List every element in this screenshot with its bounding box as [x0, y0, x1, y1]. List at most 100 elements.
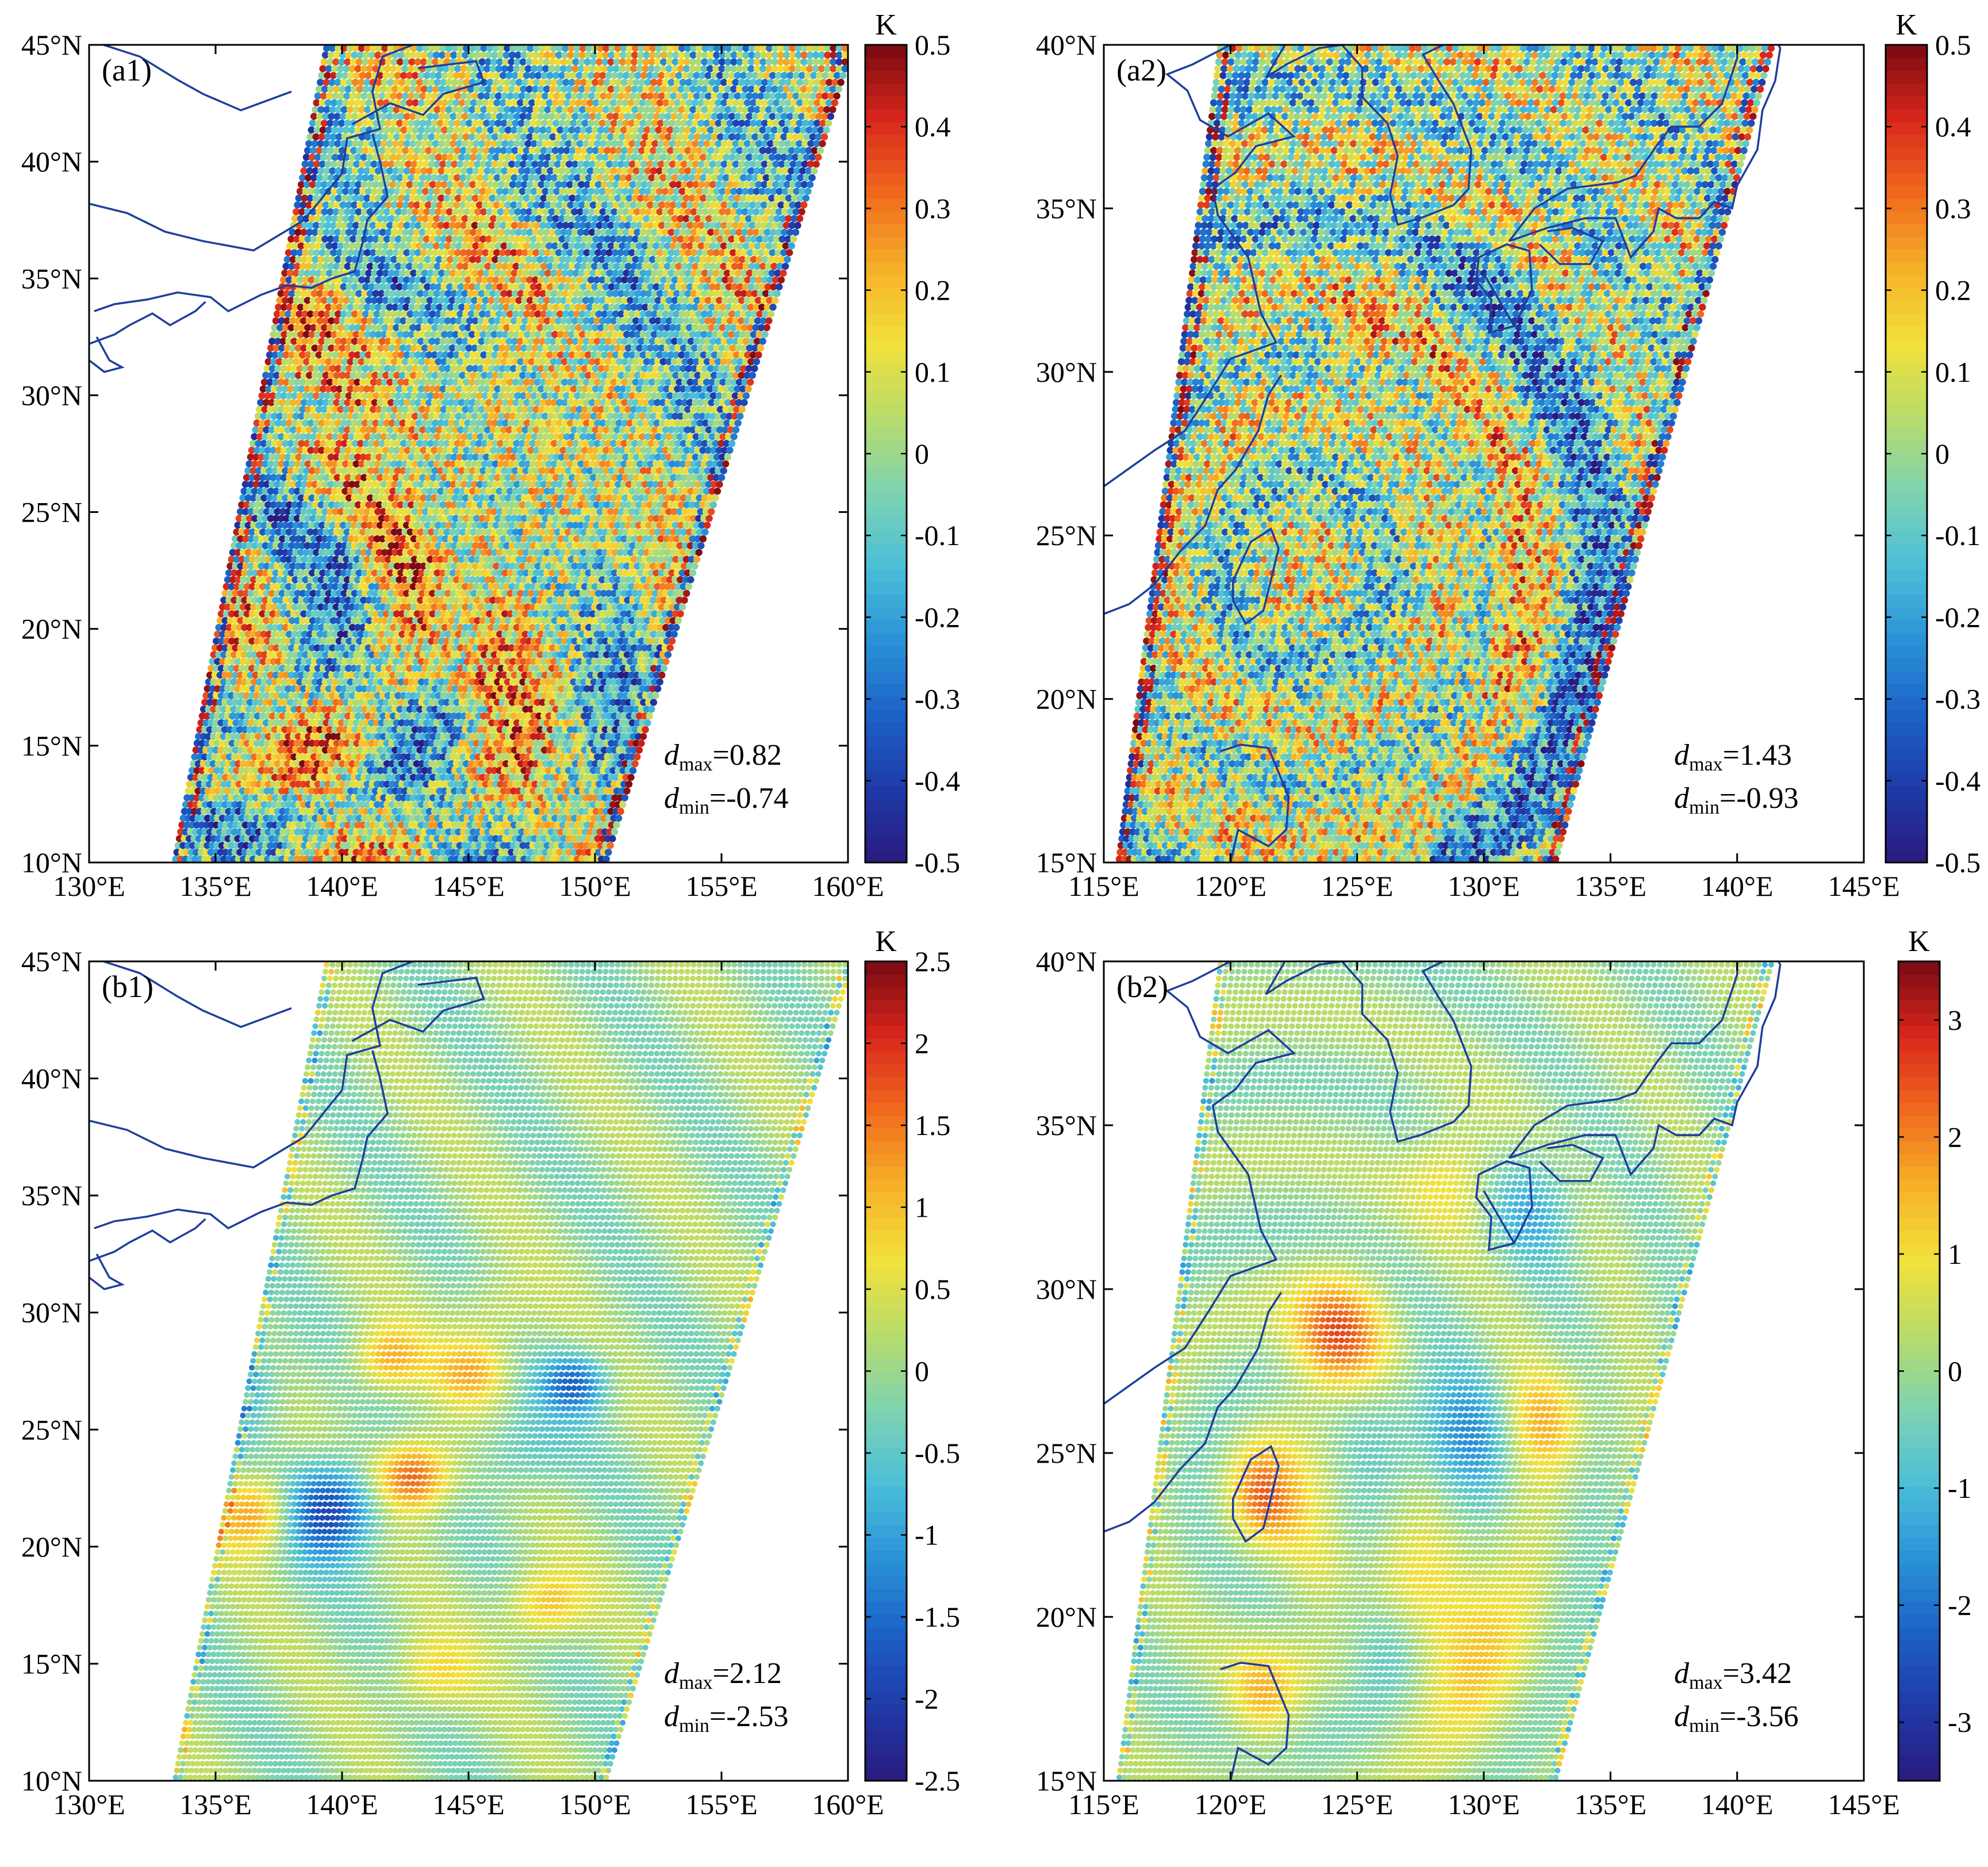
colorbar-tick-label: -1 — [915, 1519, 939, 1551]
colorbar-tick-label: 0 — [915, 1355, 929, 1387]
x-tick-label: 155°E — [685, 1788, 758, 1820]
colorbar: 0.50.40.30.20.10-0.1-0.2-0.3-0.4-0.5K — [865, 9, 960, 879]
colorbar-tick-label: -0.1 — [915, 519, 960, 551]
dmin-stat: dmin=-3.56 — [1674, 1700, 1799, 1736]
colorbar-tick-label: 0 — [1948, 1355, 1962, 1387]
colorbar-tick-label: -1.5 — [915, 1601, 960, 1633]
y-tick-label: 30°N — [1036, 356, 1097, 388]
colorbar-tick-label: 1 — [1948, 1238, 1962, 1270]
colorbar-tick-label: -2 — [915, 1683, 939, 1715]
colorbar-unit: K — [875, 9, 897, 41]
y-tick-label: 25°N — [21, 1413, 82, 1446]
colorbar-tick-label: 0 — [915, 438, 929, 470]
y-tick-label: 35°N — [21, 1179, 82, 1212]
x-tick-label: 145°E — [432, 1788, 505, 1820]
colorbar-tick-label: -0.1 — [1935, 519, 1981, 551]
y-tick-label: 35°N — [1036, 1109, 1097, 1141]
colorbar-tick-label: -0.4 — [915, 765, 960, 797]
colorbar-tick-label: 2.5 — [915, 945, 951, 977]
panel-label: (a2) — [1116, 53, 1166, 87]
colorbar-tick-label: -0.4 — [1935, 765, 1981, 797]
dmin-stat: dmin=-2.53 — [664, 1700, 789, 1736]
colorbar-tick-label: -0.3 — [915, 683, 960, 715]
dmin-stat: dmin=-0.93 — [1674, 782, 1799, 818]
y-tick-label: 15°N — [21, 730, 82, 762]
colorbar-tick-label: 3 — [1948, 1004, 1962, 1036]
colorbar-tick-label: 0.3 — [915, 192, 951, 224]
y-tick-label: 45°N — [21, 29, 82, 61]
colorbar-tick-label: -0.5 — [915, 1437, 960, 1469]
colorbar-tick-label: 0.3 — [1935, 192, 1971, 224]
panel-label: (b1) — [102, 969, 153, 1004]
x-tick-label: 135°E — [179, 1788, 252, 1820]
x-tick-label: 125°E — [1321, 870, 1394, 902]
y-tick-label: 20°N — [1036, 1601, 1097, 1633]
y-tick-label: 20°N — [21, 613, 82, 645]
y-tick-label: 25°N — [21, 496, 82, 528]
x-tick-label: 135°E — [1575, 870, 1647, 902]
x-tick-label: 130°E — [1448, 1788, 1520, 1820]
coastline — [89, 1219, 205, 1261]
y-tick-label: 15°N — [1036, 1765, 1097, 1797]
x-tick-label: 145°E — [1828, 1788, 1900, 1820]
colorbar-tick-label: 0.2 — [1935, 274, 1971, 306]
y-tick-label: 30°N — [1036, 1273, 1097, 1305]
y-tick-label: 10°N — [21, 1765, 82, 1797]
y-tick-label: 20°N — [1036, 683, 1097, 715]
y-tick-label: 30°N — [21, 1297, 82, 1329]
colorbar-tick-label: 0.1 — [1935, 356, 1971, 388]
x-tick-label: 140°E — [306, 1788, 378, 1820]
dmax-stat: dmax=1.43 — [1674, 739, 1792, 775]
x-tick-label: 150°E — [559, 1788, 631, 1820]
x-tick-label: 120°E — [1195, 1788, 1267, 1820]
x-tick-label: 160°E — [812, 1788, 884, 1820]
x-tick-label: 150°E — [559, 870, 631, 902]
colorbar-tick-label: 0.5 — [1935, 29, 1971, 61]
y-tick-label: 25°N — [1036, 1437, 1097, 1469]
y-tick-label: 15°N — [1036, 846, 1097, 879]
y-tick-label: 10°N — [21, 846, 82, 879]
coastline — [89, 302, 205, 344]
colorbar-tick-label: -3 — [1948, 1706, 1972, 1738]
colorbar-tick-label: -0.3 — [1935, 683, 1981, 715]
x-tick-label: 135°E — [1575, 1788, 1647, 1820]
y-tick-label: 20°N — [21, 1531, 82, 1563]
x-tick-label: 130°E — [1448, 870, 1520, 902]
colorbar-tick-label: 0 — [1935, 438, 1949, 470]
y-tick-label: 15°N — [21, 1647, 82, 1680]
x-tick-label: 140°E — [1701, 1788, 1774, 1820]
colorbar-tick-label: -2 — [1948, 1589, 1972, 1621]
dmax-stat: dmax=2.12 — [664, 1657, 782, 1693]
panel-label: (b2) — [1116, 969, 1168, 1004]
x-tick-label: 120°E — [1195, 870, 1267, 902]
x-tick-label: 155°E — [685, 870, 758, 902]
dmax-stat: dmax=0.82 — [664, 739, 782, 775]
y-tick-label: 40°N — [1036, 29, 1097, 61]
colorbar-tick-label: -0.5 — [1935, 846, 1981, 879]
colorbar-tick-label: -1 — [1948, 1472, 1972, 1504]
x-tick-label: 125°E — [1321, 1788, 1394, 1820]
colorbar-tick-label: 1 — [915, 1191, 929, 1224]
y-tick-label: 40°N — [1036, 945, 1097, 977]
colorbar-tick-label: 2 — [1948, 1121, 1962, 1153]
colorbar-tick-label: 0.4 — [1935, 110, 1971, 143]
colorbar-tick-label: 0.1 — [915, 356, 951, 388]
panel-label: (a1) — [102, 53, 152, 87]
colorbar-unit: K — [1895, 9, 1917, 41]
colorbar-tick-label: 0.2 — [915, 274, 951, 306]
colorbar-tick-label: -0.2 — [1935, 601, 1981, 633]
y-tick-label: 35°N — [21, 262, 82, 294]
colorbar-unit: K — [1908, 925, 1930, 958]
colorbar: 3 2 1 0 -1 -2 -3 K — [1898, 925, 1972, 1781]
dmin-stat: dmin=-0.74 — [664, 782, 789, 818]
colorbar-tick-label: -2.5 — [915, 1765, 960, 1797]
colorbar-tick-label: 2 — [915, 1028, 929, 1060]
y-tick-label: 40°N — [21, 145, 82, 178]
x-tick-label: 160°E — [812, 870, 884, 902]
colorbar-tick-label: -0.2 — [915, 601, 960, 633]
